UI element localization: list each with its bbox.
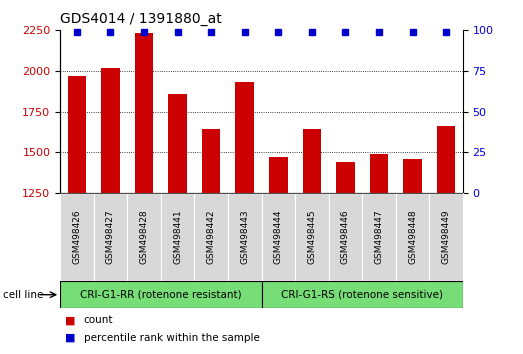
Bar [235,82,254,354]
Bar [94,193,127,281]
Text: GSM498448: GSM498448 [408,210,417,264]
Bar [269,157,288,354]
Bar [429,193,463,281]
Text: GDS4014 / 1391880_at: GDS4014 / 1391880_at [60,12,222,26]
Bar [60,281,262,308]
Text: GSM498428: GSM498428 [140,210,149,264]
Text: GSM498445: GSM498445 [308,210,316,264]
Text: GSM498443: GSM498443 [240,210,249,264]
Bar [168,93,187,354]
Bar [362,193,396,281]
Bar [101,68,120,354]
Bar [303,130,321,354]
Text: GSM498449: GSM498449 [441,210,451,264]
Bar [262,281,463,308]
Text: count: count [84,315,113,325]
Bar [336,162,355,354]
Bar [403,159,422,354]
Bar [195,193,228,281]
Text: ■: ■ [65,333,76,343]
Text: GSM498427: GSM498427 [106,210,115,264]
Bar [437,126,456,354]
Text: GSM498447: GSM498447 [374,210,383,264]
Bar [202,130,220,354]
Bar [161,193,195,281]
Text: cell line: cell line [3,290,43,300]
Bar [295,193,328,281]
Bar [60,193,94,281]
Text: GSM498426: GSM498426 [72,210,82,264]
Bar [262,193,295,281]
Text: GSM498441: GSM498441 [173,210,182,264]
Bar [370,154,388,354]
Text: GSM498442: GSM498442 [207,210,215,264]
Bar [396,193,429,281]
Bar [67,76,86,354]
Text: percentile rank within the sample: percentile rank within the sample [84,333,259,343]
Bar [135,33,153,354]
Text: ■: ■ [65,315,76,325]
Text: GSM498446: GSM498446 [341,210,350,264]
Bar [127,193,161,281]
Bar [328,193,362,281]
Text: CRI-G1-RR (rotenone resistant): CRI-G1-RR (rotenone resistant) [80,290,242,300]
Bar [228,193,262,281]
Text: CRI-G1-RS (rotenone sensitive): CRI-G1-RS (rotenone sensitive) [281,290,443,300]
Text: GSM498444: GSM498444 [274,210,283,264]
